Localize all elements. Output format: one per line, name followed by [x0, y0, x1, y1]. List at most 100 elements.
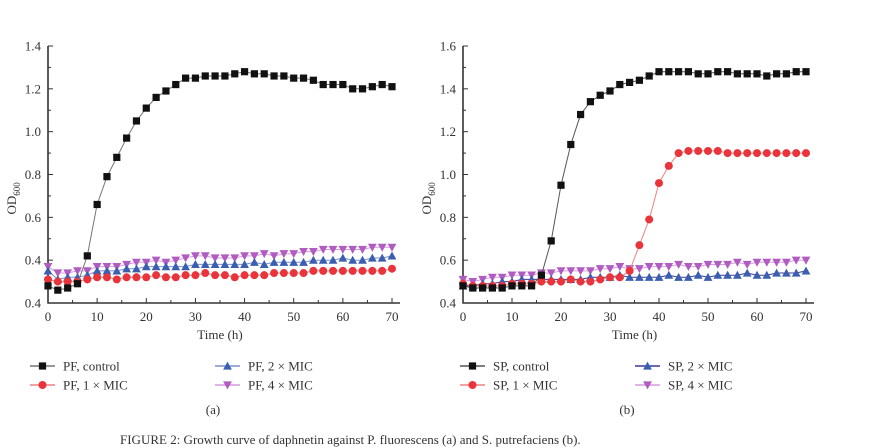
data-point: [801, 266, 811, 275]
x-tick-label: 0: [460, 309, 467, 324]
data-point: [319, 266, 328, 275]
data-point: [782, 268, 791, 277]
data-point: [93, 273, 102, 282]
x-tick-label: 70: [800, 309, 813, 324]
data-point: [801, 256, 811, 265]
data-point: [616, 80, 624, 89]
x-tick-label: 40: [238, 309, 251, 324]
data-point: [92, 266, 102, 275]
data-point: [279, 257, 289, 266]
data-point: [142, 104, 150, 112]
x-axis-title: Time (h): [197, 327, 242, 342]
data-point: [664, 270, 674, 279]
data-point: [704, 146, 712, 155]
data-point: [684, 272, 693, 281]
data-point: [152, 271, 161, 280]
data-point: [596, 91, 604, 99]
x-tick-label: 20: [140, 309, 153, 324]
data-point: [161, 273, 170, 282]
legend-item: PF, 2 × MIC: [215, 359, 313, 374]
legend-item: PF, control: [30, 359, 120, 374]
data-point: [546, 269, 556, 278]
data-point: [378, 266, 387, 275]
data-point: [743, 70, 751, 78]
y-axis-title: OD600: [419, 182, 437, 215]
data-point: [132, 264, 141, 273]
data-point: [299, 257, 308, 266]
x-tick-label: 30: [604, 309, 617, 324]
data-point: [73, 280, 82, 288]
data-point: [537, 271, 545, 279]
data-point: [792, 149, 801, 158]
legend-label: PF, 2 × MIC: [248, 359, 313, 374]
data-point: [644, 272, 654, 281]
data-point: [289, 257, 299, 266]
data-point: [349, 85, 357, 93]
legend-marker: [38, 362, 47, 370]
data-point: [151, 262, 161, 271]
data-point: [299, 248, 308, 256]
data-point: [772, 268, 781, 277]
data-point: [772, 149, 781, 158]
x-tick-label: 10: [91, 309, 104, 324]
data-point: [518, 282, 526, 290]
data-point: [191, 260, 200, 269]
data-point: [151, 256, 161, 265]
data-point: [388, 264, 396, 273]
legend-label: SP, 1 × MIC: [493, 378, 557, 393]
data-point: [791, 268, 801, 277]
y-tick-label: 0.4: [25, 253, 42, 268]
legend-marker: [223, 361, 232, 370]
data-point: [338, 266, 347, 275]
data-point: [102, 266, 112, 275]
series-sp-4-mic: [458, 256, 811, 286]
data-point: [358, 85, 367, 93]
data-point: [615, 273, 624, 282]
data-point: [308, 255, 318, 264]
data-point: [348, 266, 357, 275]
data-point: [231, 70, 239, 78]
data-point: [112, 275, 121, 284]
data-point: [122, 273, 131, 282]
legend-marker: [38, 381, 47, 389]
data-point: [605, 265, 615, 274]
data-point: [763, 72, 771, 80]
data-point: [132, 117, 141, 125]
data-point: [664, 161, 673, 170]
y-tick-label: 0.8: [25, 167, 41, 182]
y-tick-label: 1.4: [440, 81, 457, 96]
data-point: [358, 255, 367, 264]
legend-item: PF, 4 × MIC: [215, 378, 313, 393]
data-point: [694, 146, 703, 155]
data-point: [782, 258, 791, 267]
data-point: [773, 70, 781, 78]
data-point: [260, 70, 268, 78]
y-tick-label: 0.6: [440, 253, 457, 268]
data-point: [488, 284, 496, 292]
legend: SP, control SP, 1 × MIC SP, 2 × MIC SP, 4 ×…: [460, 359, 732, 393]
data-point: [654, 262, 664, 271]
data-point: [64, 284, 72, 292]
data-point: [191, 271, 200, 280]
data-point: [259, 250, 269, 259]
data-point: [113, 153, 121, 161]
data-point: [724, 68, 732, 76]
data-point: [576, 277, 585, 286]
data-point: [329, 80, 337, 89]
data-point: [290, 74, 298, 82]
data-point: [753, 149, 761, 158]
data-point: [53, 269, 63, 278]
series-pf-1-mic: [44, 264, 396, 286]
data-point: [230, 273, 239, 282]
data-point: [782, 149, 791, 158]
data-point: [367, 253, 377, 262]
y-tick-label: 1.2: [440, 124, 456, 139]
data-point: [606, 87, 614, 95]
data-point: [200, 252, 210, 261]
data-point: [44, 275, 52, 284]
data-point: [752, 270, 762, 279]
data-point: [674, 260, 683, 269]
data-point: [664, 262, 674, 271]
y-tick-label: 0.6: [25, 210, 42, 225]
legend-marker: [643, 381, 652, 390]
